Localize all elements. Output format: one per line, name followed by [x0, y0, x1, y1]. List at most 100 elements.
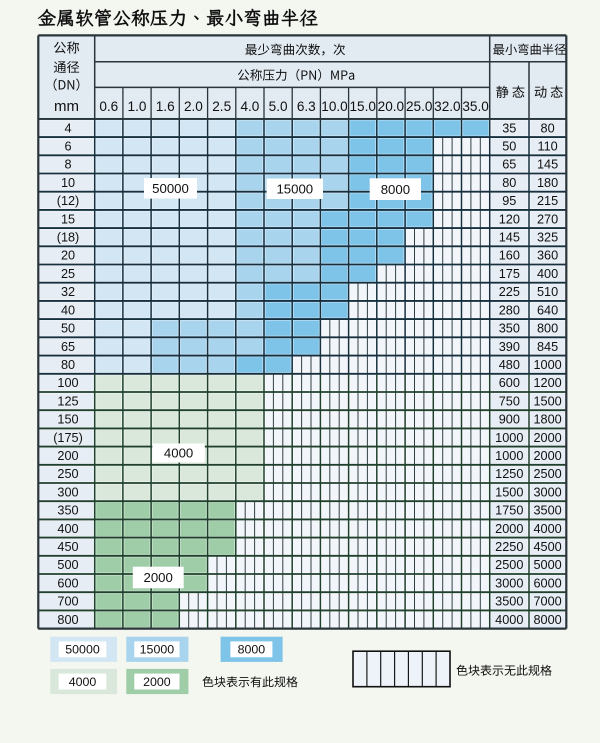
- svg-text:2.5: 2.5: [212, 99, 231, 114]
- svg-text:350: 350: [57, 504, 78, 518]
- svg-text:2500: 2500: [495, 558, 523, 572]
- svg-text:1000: 1000: [495, 449, 523, 463]
- svg-text:500: 500: [57, 558, 78, 572]
- svg-text:7000: 7000: [533, 595, 561, 609]
- svg-text:2000: 2000: [143, 675, 171, 689]
- svg-text:145: 145: [537, 158, 558, 172]
- svg-text:50000: 50000: [65, 643, 100, 657]
- svg-text:280: 280: [499, 303, 520, 317]
- svg-text:4500: 4500: [533, 540, 561, 554]
- svg-text:35.0: 35.0: [462, 99, 489, 114]
- svg-text:150: 150: [57, 413, 78, 427]
- svg-text:1750: 1750: [495, 504, 523, 518]
- svg-text:4000: 4000: [495, 613, 523, 627]
- svg-text:40: 40: [61, 303, 75, 317]
- svg-text:180: 180: [537, 176, 558, 190]
- svg-text:95: 95: [502, 194, 516, 208]
- svg-text:15: 15: [61, 212, 75, 226]
- svg-text:1500: 1500: [533, 394, 561, 408]
- svg-text:600: 600: [499, 376, 520, 390]
- svg-text:(175): (175): [53, 431, 83, 445]
- svg-text:65: 65: [61, 340, 75, 354]
- svg-text:2000: 2000: [533, 449, 561, 463]
- svg-text:145: 145: [499, 231, 520, 245]
- svg-text:8000: 8000: [238, 643, 266, 657]
- svg-text:215: 215: [537, 194, 558, 208]
- svg-text:10.0: 10.0: [321, 99, 348, 114]
- svg-text:1200: 1200: [533, 376, 561, 390]
- svg-text:1.6: 1.6: [156, 99, 175, 114]
- svg-text:510: 510: [537, 285, 558, 299]
- svg-text:6.3: 6.3: [297, 99, 316, 114]
- svg-text:1500: 1500: [495, 485, 523, 499]
- svg-text:2250: 2250: [495, 540, 523, 554]
- svg-text:400: 400: [57, 522, 78, 536]
- svg-text:1800: 1800: [533, 413, 561, 427]
- svg-text:mm: mm: [54, 98, 79, 115]
- svg-text:300: 300: [57, 485, 78, 499]
- svg-text:20: 20: [61, 249, 75, 263]
- svg-text:25.0: 25.0: [406, 99, 433, 114]
- svg-text:32.0: 32.0: [434, 99, 461, 114]
- svg-text:700: 700: [57, 595, 78, 609]
- svg-text:20.0: 20.0: [378, 99, 405, 114]
- svg-text:4000: 4000: [164, 446, 193, 461]
- svg-text:2000: 2000: [533, 431, 561, 445]
- svg-text:450: 450: [57, 540, 78, 554]
- svg-text:845: 845: [537, 340, 558, 354]
- svg-text:15000: 15000: [276, 181, 313, 196]
- svg-text:200: 200: [57, 449, 78, 463]
- svg-text:325: 325: [537, 231, 558, 245]
- svg-text:80: 80: [502, 176, 516, 190]
- svg-text:390: 390: [499, 340, 520, 354]
- svg-text:640: 640: [537, 303, 558, 317]
- svg-text:175: 175: [499, 267, 520, 281]
- svg-text:8000: 8000: [533, 613, 561, 627]
- svg-text:360: 360: [537, 249, 558, 263]
- svg-text:800: 800: [57, 613, 78, 627]
- svg-text:4000: 4000: [533, 522, 561, 536]
- svg-text:250: 250: [57, 467, 78, 481]
- svg-text:6000: 6000: [533, 576, 561, 590]
- svg-text:(18): (18): [57, 231, 80, 245]
- svg-text:1250: 1250: [495, 467, 523, 481]
- svg-text:10: 10: [61, 176, 75, 190]
- svg-text:3000: 3000: [495, 576, 523, 590]
- svg-text:5.0: 5.0: [269, 99, 288, 114]
- svg-text:8: 8: [64, 158, 71, 172]
- svg-text:480: 480: [499, 358, 520, 372]
- svg-text:400: 400: [537, 267, 558, 281]
- svg-text:4.0: 4.0: [240, 99, 259, 114]
- svg-text:3500: 3500: [495, 595, 523, 609]
- svg-text:900: 900: [499, 413, 520, 427]
- svg-text:0.6: 0.6: [99, 99, 118, 114]
- svg-text:2000: 2000: [495, 522, 523, 536]
- svg-text:15.0: 15.0: [349, 99, 376, 114]
- svg-text:120: 120: [499, 212, 520, 226]
- svg-text:350: 350: [499, 322, 520, 336]
- svg-text:32: 32: [61, 285, 75, 299]
- svg-text:800: 800: [537, 322, 558, 336]
- svg-text:3500: 3500: [533, 504, 561, 518]
- svg-text:2500: 2500: [533, 467, 561, 481]
- svg-text:50: 50: [61, 322, 75, 336]
- svg-text:1000: 1000: [495, 431, 523, 445]
- svg-text:160: 160: [499, 249, 520, 263]
- svg-text:1000: 1000: [533, 358, 561, 372]
- svg-text:80: 80: [61, 358, 75, 372]
- svg-text:125: 125: [57, 394, 78, 408]
- svg-text:25: 25: [61, 267, 75, 281]
- svg-text:225: 225: [499, 285, 520, 299]
- svg-text:750: 750: [499, 394, 520, 408]
- svg-text:4: 4: [64, 121, 71, 135]
- svg-text:80: 80: [541, 121, 555, 135]
- svg-text:15000: 15000: [140, 643, 175, 657]
- svg-text:5000: 5000: [533, 558, 561, 572]
- svg-text:6: 6: [64, 140, 71, 154]
- svg-text:50: 50: [502, 140, 516, 154]
- svg-text:600: 600: [57, 576, 78, 590]
- svg-text:65: 65: [502, 158, 516, 172]
- svg-text:35: 35: [502, 121, 516, 135]
- svg-text:110: 110: [537, 140, 557, 154]
- svg-text:3000: 3000: [533, 485, 561, 499]
